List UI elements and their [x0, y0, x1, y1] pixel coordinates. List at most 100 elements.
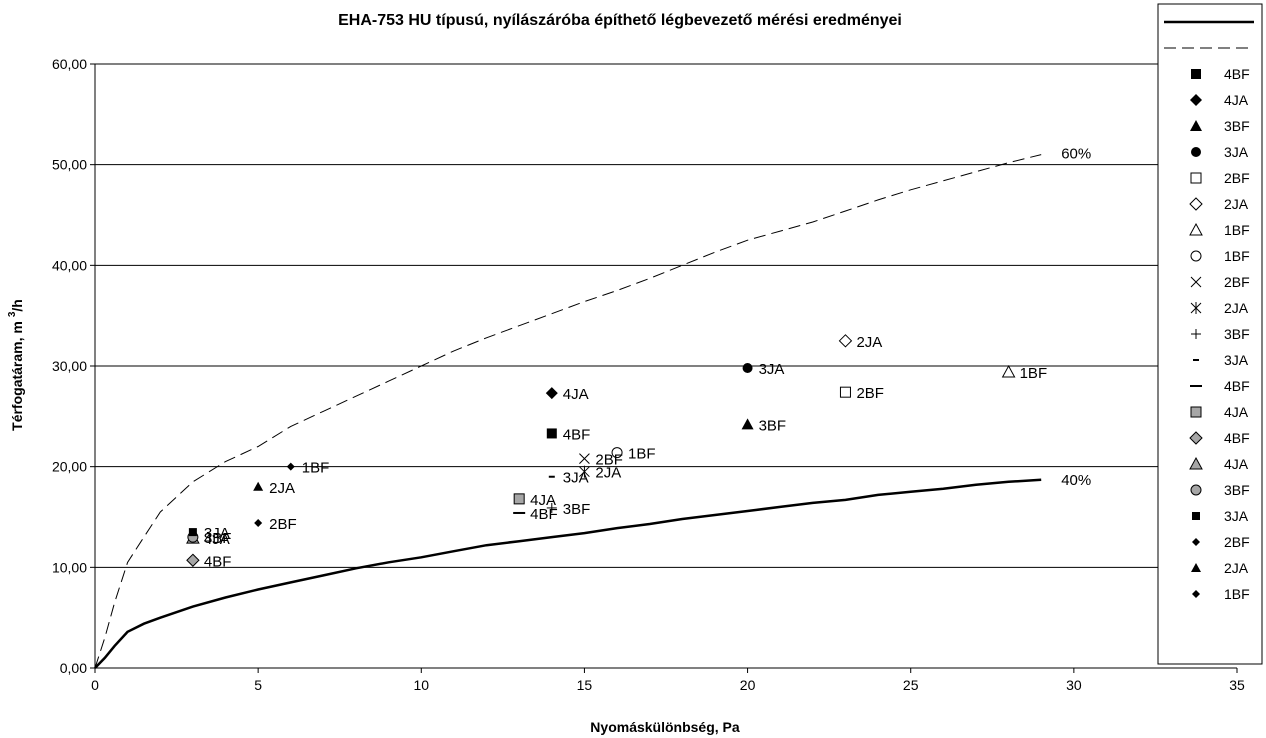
marker-shape: [1001, 364, 1016, 378]
data-point: [838, 334, 853, 348]
marker-shape: [1191, 147, 1201, 157]
legend-label: 3JA: [1224, 508, 1249, 524]
data-label: 4BF: [530, 506, 558, 523]
legend-marker: [1190, 276, 1202, 288]
data-label: 3JA: [563, 470, 589, 487]
legend-marker: [1192, 538, 1200, 546]
legend-marker: [1190, 172, 1202, 184]
data-label: 2JA: [269, 480, 295, 497]
y-tick-label: 20,00: [52, 459, 87, 475]
legend-label: 1BF: [1224, 248, 1250, 264]
legend-marker: [1191, 563, 1201, 572]
marker-shape: [1190, 406, 1202, 418]
y-tick-label: 60,00: [52, 56, 87, 72]
marker-shape: [742, 363, 753, 374]
x-axis-title: Nyomáskülönbség, Pa: [590, 719, 740, 735]
y-tick-label: 50,00: [52, 157, 87, 173]
marker-shape: [1190, 172, 1202, 184]
marker-shape: [838, 334, 853, 348]
legend-label: 1BF: [1224, 222, 1250, 238]
legend-marker: [1191, 69, 1201, 79]
chart-title: EHA-753 HU típusú, nyílászáróba építhető…: [338, 12, 902, 29]
marker-shape: [839, 386, 851, 398]
x-tick-label: 25: [903, 677, 919, 693]
data-point: [741, 418, 754, 430]
data-label: 4JA: [530, 492, 556, 509]
data-point: [839, 386, 851, 398]
marker-shape: [1190, 120, 1202, 131]
marker-shape: [579, 453, 590, 464]
data-label: 2BF: [595, 452, 623, 469]
legend-label: 4JA: [1224, 456, 1249, 472]
marker-shape: [1192, 538, 1200, 546]
data-label: 3BF: [204, 530, 232, 547]
data-label: 1BF: [302, 460, 330, 477]
legend-marker: [1190, 302, 1202, 314]
legend-marker: [1192, 590, 1200, 598]
legend-label: 2BF: [1224, 274, 1250, 290]
legend-marker: [1190, 120, 1202, 131]
data-point: [254, 519, 263, 528]
legend: 4BF 4JA 3BF 3JA 2BF 2JA 1BF 1BF 2BF 2JA 3BF 3JA 4BF 4…: [1157, 3, 1263, 665]
legend-label: 1BF: [1224, 586, 1250, 602]
x-tick-label: 30: [1066, 677, 1082, 693]
marker-shape: [1190, 94, 1202, 106]
data-point: [611, 447, 623, 459]
legend-label: 4BF: [1224, 430, 1250, 446]
legend-marker: [1190, 94, 1202, 106]
data-point: [579, 465, 590, 478]
marker-shape: [253, 481, 264, 491]
plot-area: 0,00 10,00 20,00 30,00 40,00 50,00 60,00 0 5 10 15…: [52, 56, 1245, 693]
y-axis-title-main: Térfogatáram, m: [9, 321, 25, 431]
legend-label: 4BF: [1224, 66, 1250, 82]
legend-label: 3JA: [1224, 144, 1249, 160]
marker-shape: [1192, 512, 1200, 520]
data-label: 3BF: [563, 501, 591, 518]
y-axis-title-suffix: /h: [9, 299, 25, 311]
y-tick-label: 40,00: [52, 257, 87, 273]
data-point: [253, 481, 264, 491]
data-label: 4JA: [563, 386, 589, 403]
data-point: [513, 493, 525, 505]
curve-label: 60%: [1061, 146, 1091, 163]
marker-shape: [1190, 484, 1202, 496]
curve-solid: [94, 478, 1042, 669]
legend-marker: [1189, 456, 1203, 470]
data-label: 1BF: [628, 446, 656, 463]
marker-shape: [1189, 222, 1203, 236]
marker-shape: [1190, 276, 1202, 288]
marker-shape: [1192, 590, 1200, 598]
data-label: 4JA: [204, 531, 230, 548]
marker-shape: [546, 428, 557, 439]
marker-shape: [545, 387, 558, 400]
marker-shape: [1191, 69, 1201, 79]
marker-shape: [254, 519, 263, 528]
y-tick-label: 30,00: [52, 358, 87, 374]
marker-shape: [741, 418, 754, 430]
data-label: 2BF: [856, 385, 884, 402]
data-label: 4BF: [563, 426, 591, 443]
marker-shape: [1190, 250, 1202, 262]
marker-shape: [188, 528, 197, 537]
data-label: 2JA: [595, 465, 621, 482]
data-label: 2JA: [856, 334, 882, 351]
legend-label: 4JA: [1224, 404, 1249, 420]
data-label: 1BF: [1020, 365, 1048, 382]
x-tick-label: 0: [91, 677, 99, 693]
data-point: [546, 502, 557, 513]
legend-marker: [1191, 147, 1201, 157]
legend-marker: [1190, 484, 1202, 496]
legend-marker: [1192, 512, 1200, 520]
data-point: [579, 453, 590, 464]
y-axis-title: Térfogatáram, m 3/h: [7, 299, 25, 431]
curve-dashed: [94, 154, 1042, 669]
legend-label: 4BF: [1224, 378, 1250, 394]
marker-shape: [513, 493, 525, 505]
x-tick-label: 20: [740, 677, 756, 693]
data-point: [286, 462, 295, 471]
marker-shape: [611, 447, 623, 459]
legend-label: 2JA: [1224, 196, 1249, 212]
legend-label: 3JA: [1224, 352, 1249, 368]
marker-shape: [186, 553, 200, 567]
